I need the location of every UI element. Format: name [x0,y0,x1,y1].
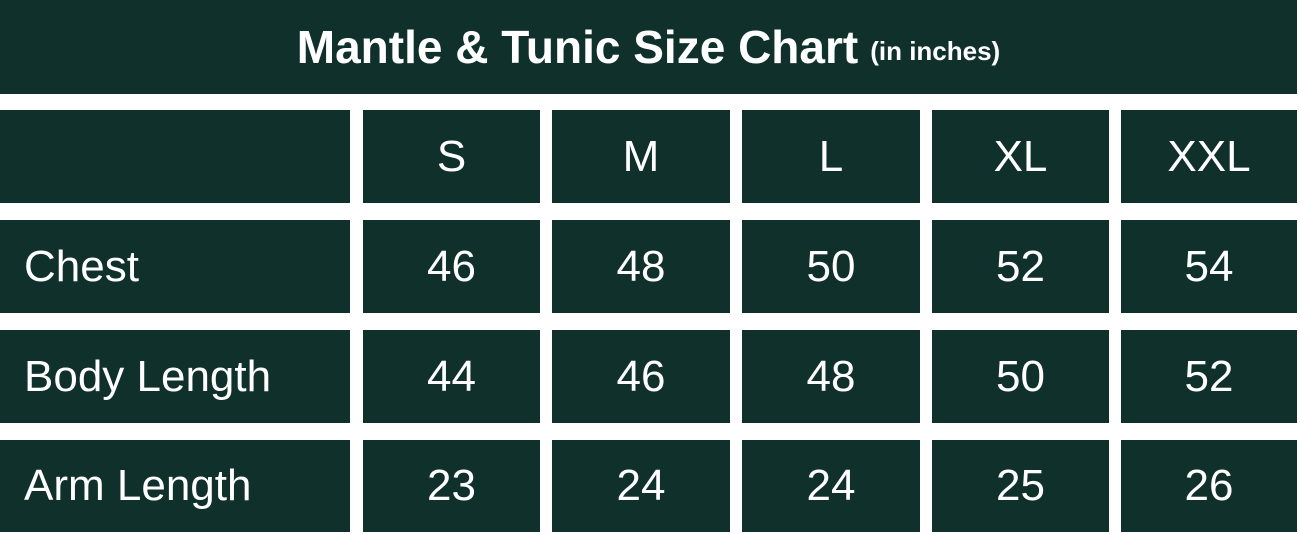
title-text: Mantle & Tunic Size Chart [296,21,859,73]
row-label: Arm Length [0,440,350,532]
table-cell: 48 [552,220,730,313]
column-header-s: S [363,110,540,203]
corner-cell [0,110,350,203]
table-cell: 46 [552,330,730,423]
column-header-l: L [742,110,920,203]
table-cell: 44 [363,330,540,423]
table-cell: 52 [932,220,1109,313]
table-cell: 26 [1121,440,1297,532]
chart-title: Mantle & Tunic Size Chart (in inches) [0,0,1297,94]
table-cell: 50 [932,330,1109,423]
column-header-xxl: XXL [1121,110,1297,203]
table-cell: 23 [363,440,540,532]
column-header-xl: XL [932,110,1109,203]
table-cell: 50 [742,220,920,313]
table-cell: 52 [1121,330,1297,423]
column-header-m: M [552,110,730,203]
row-label: Body Length [0,330,350,423]
table-cell: 48 [742,330,920,423]
table-cell: 54 [1121,220,1297,313]
table-cell: 24 [552,440,730,532]
table-cell: 24 [742,440,920,532]
row-label: Chest [0,220,350,313]
table-cell: 46 [363,220,540,313]
table-cell: 25 [932,440,1109,532]
title-unit: (in inches) [870,35,1001,66]
